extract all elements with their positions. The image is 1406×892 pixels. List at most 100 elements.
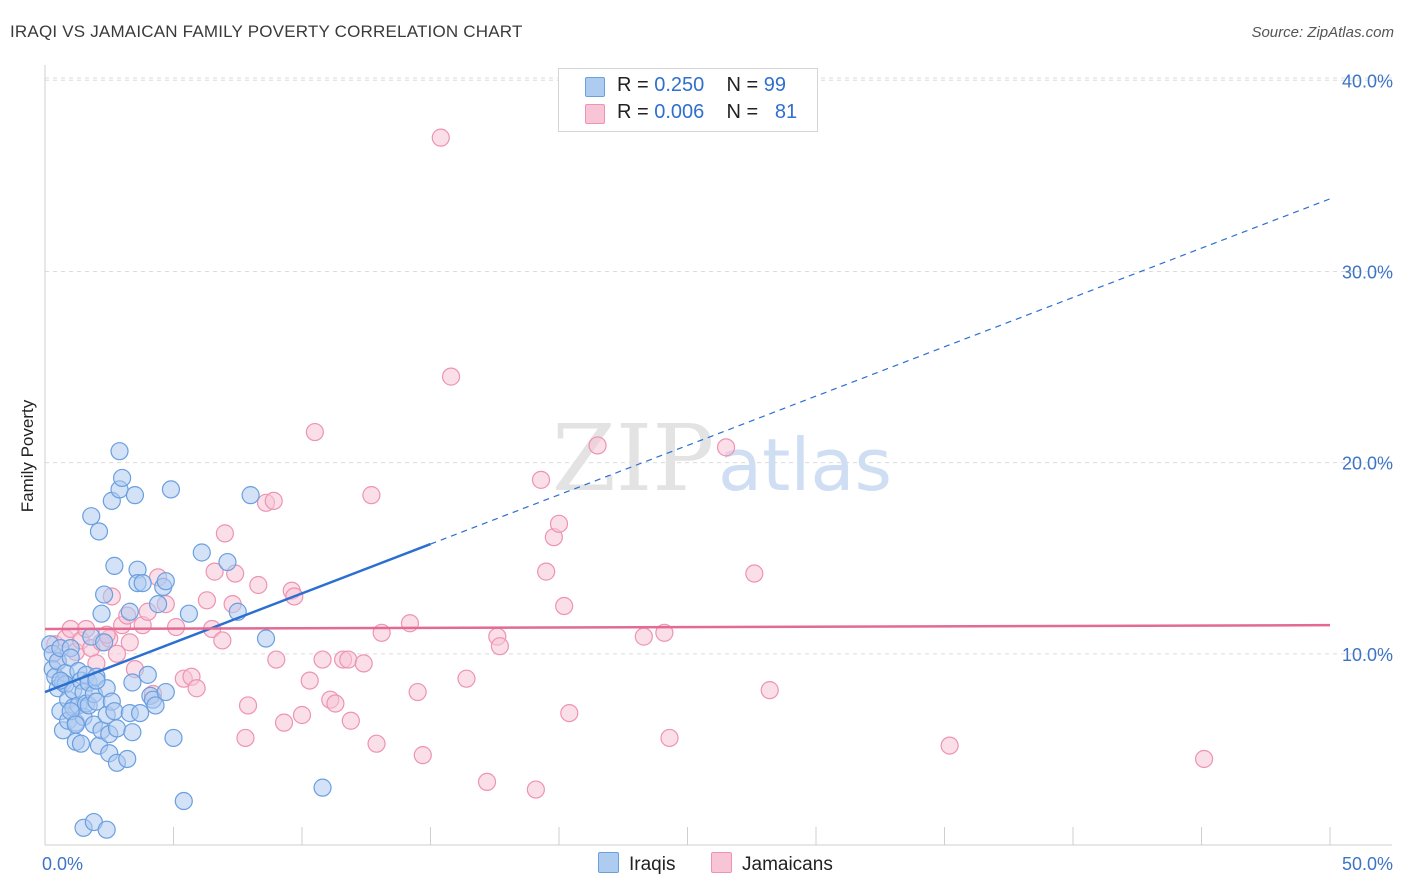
jamaican-point <box>267 650 286 669</box>
y-tick-label: 40.0% <box>1342 71 1393 91</box>
jamaican-point <box>408 682 427 702</box>
jamaicans-trend-line <box>44 623 1331 631</box>
jamaican-point <box>477 772 497 792</box>
iraqi-point <box>95 633 114 652</box>
jamaican-point <box>431 128 450 147</box>
iraqis-legend-swatch <box>598 852 619 873</box>
chart-title: IRAQI VS JAMAICAN FAMILY POVERTY CORRELA… <box>10 22 523 41</box>
iraqi-point <box>256 629 276 648</box>
y-tick-label: 30.0% <box>1342 262 1393 282</box>
jamaicans-legend-swatch <box>711 852 732 873</box>
axes <box>44 65 1392 846</box>
axis-labels: 10.0% 20.0% 30.0% 40.0% 0.0% 50.0% Family Pove… <box>18 71 1393 874</box>
iraqi-point <box>105 556 124 575</box>
iraqi-point <box>71 734 91 753</box>
jamaican-point <box>236 728 255 748</box>
iraqi-point <box>123 673 142 692</box>
iraqi-point <box>146 696 165 715</box>
jamaican-point <box>326 694 345 713</box>
iraqi-point <box>97 820 116 839</box>
iraqi-point <box>130 703 150 723</box>
jamaican-point <box>300 671 319 690</box>
jamaican-point <box>187 679 206 698</box>
iraqi-point <box>107 719 127 738</box>
jamaican-point <box>339 650 358 669</box>
y-axis-label: Family Poverty <box>18 399 37 512</box>
jamaican-point <box>362 486 381 505</box>
legend-n-value: 99 <box>763 74 787 96</box>
iraqi-point <box>179 604 199 623</box>
iraqi-point <box>241 486 260 505</box>
iraqi-point <box>218 552 237 572</box>
jamaican-point <box>634 627 653 646</box>
jamaican-point <box>354 654 373 673</box>
jamaican-point <box>313 650 332 669</box>
jamaican-point <box>760 681 779 700</box>
x-tick-label: 0.0% <box>42 854 83 874</box>
legend-n-value: 81 <box>774 101 798 123</box>
iraqis-swatch <box>585 77 605 97</box>
iraqi-point <box>148 595 168 614</box>
jamaican-point <box>940 736 959 755</box>
jamaican-point <box>238 696 258 715</box>
stats-legend: R = 0.250 N = 99 R = 0.006 N = 81 <box>558 68 818 132</box>
legend-r-label: R = <box>617 74 655 96</box>
jamaican-point <box>1194 749 1214 769</box>
legend-n-label: N = <box>726 74 764 96</box>
iraqi-point <box>61 648 80 667</box>
iraqis-trend-line <box>44 542 431 694</box>
x-tick-label: 50.0% <box>1342 854 1393 874</box>
iraqis-legend-label: Iraqis <box>629 854 676 875</box>
jamaican-point <box>166 617 186 637</box>
jamaican-point <box>490 637 509 656</box>
jamaican-point <box>531 470 551 489</box>
jamaican-point <box>197 591 217 610</box>
iraqi-point <box>138 665 157 684</box>
jamaicans-legend-label: Jamaicans <box>742 854 833 875</box>
iraqi-point <box>133 573 152 593</box>
iraqi-point <box>192 543 211 562</box>
legend-r-label: R = <box>617 101 655 123</box>
jamaican-point <box>205 562 224 581</box>
jamaican-point <box>400 614 420 633</box>
jamaican-point <box>457 669 476 688</box>
jamaican-point <box>249 575 268 595</box>
jamaican-point <box>215 524 234 543</box>
jamaican-point <box>305 422 324 442</box>
legend-n-label: N = <box>726 101 764 123</box>
jamaican-point <box>213 631 232 650</box>
iraqi-point <box>156 682 175 702</box>
jamaican-point <box>549 514 569 533</box>
bottom-legend-jamaicans: Jamaicans <box>711 852 833 876</box>
iraqi-point <box>66 715 85 734</box>
iraqi-point <box>313 778 332 797</box>
iraqi-point <box>174 791 193 811</box>
watermark-zip: ZIP <box>552 405 714 512</box>
iraqi-point <box>110 442 129 461</box>
jamaican-point <box>655 623 674 642</box>
jamaican-point <box>560 703 579 723</box>
y-tick-label: 20.0% <box>1342 454 1393 474</box>
jamaican-point <box>107 644 127 663</box>
iraqi-point <box>156 572 175 591</box>
iraqi-point <box>120 602 139 621</box>
jamaican-point <box>537 562 556 581</box>
source-label: Source: ZipAtlas.com <box>1251 24 1394 41</box>
watermark-atlas: atlas <box>718 423 892 507</box>
jamaican-point <box>588 436 607 455</box>
iraqi-point <box>95 585 114 604</box>
trend-lines <box>44 198 1331 694</box>
jamaican-point <box>292 705 312 725</box>
jamaican-point <box>660 728 679 748</box>
jamaican-point <box>555 596 574 616</box>
jamaican-point <box>441 367 461 386</box>
jamaican-point <box>274 713 294 732</box>
iraqi-point <box>89 522 109 541</box>
jamaican-point <box>716 438 736 457</box>
jamaican-point <box>120 633 139 652</box>
jamaicans-swatch <box>585 104 605 124</box>
jamaican-point <box>413 746 432 765</box>
iraqi-point <box>123 723 142 742</box>
iraqi-point <box>92 604 111 623</box>
iraqi-point <box>105 702 124 721</box>
